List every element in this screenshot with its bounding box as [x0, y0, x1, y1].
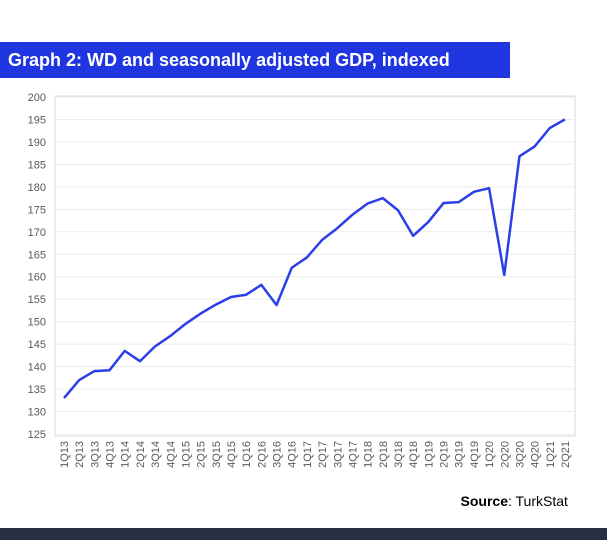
y-tick-label: 180 [28, 182, 46, 194]
y-tick-label: 160 [28, 272, 46, 284]
x-tick-label: 4Q19 [469, 441, 481, 468]
x-tick-label: 1Q16 [241, 441, 253, 468]
x-tick-label: 3Q16 [272, 441, 284, 468]
title-bar [0, 42, 510, 78]
x-tick-label: 2Q19 [439, 441, 451, 468]
chart-title: Graph 2: WD and seasonally adjusted GDP,… [8, 50, 450, 70]
y-tick-label: 185 [28, 159, 46, 171]
y-tick-label: 190 [28, 137, 46, 149]
y-tick-label: 130 [28, 407, 46, 419]
y-tick-label: 175 [28, 204, 46, 216]
data-line [63, 118, 566, 399]
x-tick-label: 2Q14 [135, 441, 147, 468]
y-tick-label: 165 [28, 249, 46, 261]
x-tick-label: 3Q15 [211, 441, 223, 468]
x-tick-label: 3Q18 [393, 441, 405, 468]
y-tick-label: 135 [28, 384, 46, 396]
y-tick-label: 125 [28, 429, 46, 441]
x-tick-label: 3Q19 [454, 441, 466, 468]
x-tick-label: 1Q21 [545, 441, 557, 468]
x-tick-label: 4Q16 [287, 441, 299, 468]
y-tick-label: 170 [28, 227, 46, 239]
y-tick-label: 150 [28, 317, 46, 329]
x-tick-label: 4Q14 [165, 441, 177, 468]
x-tick-label: 2Q15 [196, 441, 208, 468]
x-tick-label: 2Q17 [317, 441, 329, 468]
x-tick-label: 2Q20 [499, 441, 511, 468]
x-tick-label: 2Q13 [74, 441, 86, 468]
x-tick-label: 3Q13 [89, 441, 101, 468]
x-tick-label: 1Q13 [59, 441, 71, 468]
y-tick-label: 140 [28, 362, 46, 374]
x-tick-label: 1Q17 [302, 441, 314, 468]
x-tick-label: 2Q21 [560, 441, 572, 468]
source-label: Source [461, 493, 509, 509]
x-tick-label: 4Q18 [408, 441, 420, 468]
x-tick-label: 3Q14 [150, 441, 162, 468]
x-tick-label: 2Q16 [256, 441, 268, 468]
x-tick-label: 1Q14 [120, 441, 132, 468]
x-tick-label: 1Q20 [484, 441, 496, 468]
x-tick-label: 4Q15 [226, 441, 238, 468]
x-tick-label: 3Q20 [514, 441, 526, 468]
x-tick-label: 1Q19 [423, 441, 435, 468]
y-tick-label: 200 [28, 92, 46, 104]
x-tick-label: 1Q18 [363, 441, 375, 468]
y-tick-label: 145 [28, 339, 46, 351]
x-tick-label: 4Q13 [105, 441, 117, 468]
plot-frame [54, 95, 576, 437]
x-tick-label: 1Q15 [180, 441, 192, 468]
source-text: : TurkStat [508, 493, 568, 509]
x-tick-label: 4Q17 [347, 441, 359, 468]
x-tick-label: 2Q18 [378, 441, 390, 468]
x-tick-label: 3Q17 [332, 441, 344, 468]
x-tick-label: 4Q20 [530, 441, 542, 468]
bottom-bar [0, 528, 607, 540]
y-tick-label: 155 [28, 294, 46, 306]
y-tick-label: 195 [28, 114, 46, 126]
